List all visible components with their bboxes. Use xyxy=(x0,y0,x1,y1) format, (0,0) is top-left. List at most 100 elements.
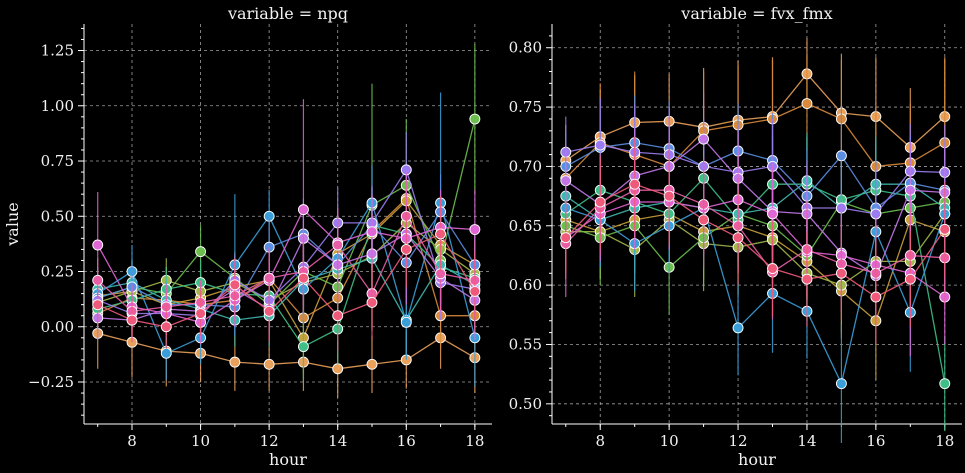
x-tick-label: 10 xyxy=(660,432,679,450)
data-point xyxy=(229,356,241,368)
data-point xyxy=(92,239,104,251)
data-point xyxy=(229,279,241,291)
data-point xyxy=(92,299,104,311)
y-tick-label: 0.00 xyxy=(41,318,74,336)
data-point xyxy=(400,316,412,328)
y-tick-label: 0.70 xyxy=(509,157,542,175)
series-line xyxy=(565,142,945,209)
data-point xyxy=(870,208,882,220)
data-point xyxy=(366,358,378,370)
data-point xyxy=(663,190,675,202)
data-point xyxy=(698,133,710,145)
series-line xyxy=(565,189,945,274)
data-point xyxy=(332,310,344,322)
series-line xyxy=(97,257,476,322)
x-axis-label: hour xyxy=(269,450,307,469)
y-tick-label: 0.55 xyxy=(509,335,542,353)
y-tick-label: 0.75 xyxy=(41,152,74,170)
series-line xyxy=(97,118,476,306)
data-point xyxy=(400,243,412,255)
data-point xyxy=(332,363,344,375)
x-tick-label: 8 xyxy=(595,432,605,450)
series-line xyxy=(97,222,476,304)
data-point xyxy=(594,196,606,208)
data-point xyxy=(560,232,572,244)
data-point xyxy=(469,224,481,235)
series-line xyxy=(97,214,476,312)
data-point xyxy=(297,204,309,216)
series-5 xyxy=(560,130,951,432)
panel-npq: 8 10 12 14 16 18 −0.25 0.00 0.25 0.50 0.75 1.00 1.25… xyxy=(3,4,492,469)
x-tick-label: 8 xyxy=(127,432,137,450)
y-tick-label: 1.25 xyxy=(41,42,74,60)
y-tick-label: 0.50 xyxy=(41,207,74,225)
series-line xyxy=(565,179,946,221)
data-point xyxy=(263,305,275,317)
data-point xyxy=(801,98,813,109)
y-tick-label: 0.60 xyxy=(509,276,542,294)
data-point xyxy=(195,308,207,319)
data-point xyxy=(732,232,744,244)
series-13 xyxy=(560,136,951,345)
x-tick-label: 16 xyxy=(397,432,416,450)
x-tick-label: 12 xyxy=(729,432,748,450)
series-line xyxy=(97,210,476,308)
series-line xyxy=(565,138,945,277)
panel-fvx-fmx: 8 10 12 14 16 18 0.50 0.55 0.60 0.65 0.70 0.75 0.80 h… xyxy=(509,4,962,469)
series-line xyxy=(97,200,476,355)
x-tick-label: 16 xyxy=(866,432,885,450)
data-point xyxy=(366,297,378,308)
y-tick-label: 0.80 xyxy=(509,39,542,57)
y-tick-label: 0.25 xyxy=(41,263,74,281)
series-line xyxy=(97,208,475,324)
x-axis-label: hour xyxy=(738,450,776,469)
data-point xyxy=(297,341,309,353)
series-line xyxy=(565,102,946,179)
y-tick-label: −0.25 xyxy=(28,373,74,391)
x-tick-label: 10 xyxy=(191,432,210,450)
y-axis-label: value xyxy=(3,202,22,246)
grid-lines xyxy=(552,24,962,424)
data-point xyxy=(939,223,951,235)
y-tick-label: 0.75 xyxy=(509,98,542,116)
data-point xyxy=(629,178,641,190)
x-tick-label: 12 xyxy=(260,432,279,450)
series-line xyxy=(97,332,476,370)
y-tick-label: 1.00 xyxy=(41,97,74,115)
series-line xyxy=(565,144,945,215)
data-point xyxy=(835,150,847,162)
grid-lines xyxy=(84,24,492,424)
data-point xyxy=(767,263,778,274)
data-point xyxy=(435,228,447,240)
x-tick-label: 14 xyxy=(797,432,816,450)
series-line xyxy=(97,224,476,348)
series-line xyxy=(97,199,476,340)
data-point xyxy=(160,347,172,359)
data-point xyxy=(469,113,481,125)
data-point xyxy=(160,321,172,333)
series-line xyxy=(565,213,946,322)
series-4 xyxy=(560,154,951,315)
data-point xyxy=(469,285,481,297)
data-point xyxy=(195,246,207,258)
panel-title: variable = npq xyxy=(227,4,348,23)
x-tick-label: 18 xyxy=(465,432,484,450)
panel-title: variable = fvx_fmx xyxy=(680,4,832,23)
data-point xyxy=(835,267,847,279)
data-point xyxy=(698,214,710,226)
series-line xyxy=(565,177,946,384)
data-point xyxy=(939,378,951,390)
y-tick-label: 0.65 xyxy=(509,217,542,235)
data-point xyxy=(835,378,847,390)
data-point xyxy=(732,322,744,334)
x-tick-label: 18 xyxy=(935,432,954,450)
series-13 xyxy=(92,196,481,352)
data-point xyxy=(297,272,309,284)
data-point xyxy=(332,239,344,251)
data-point xyxy=(904,273,916,285)
series-line xyxy=(97,168,476,317)
data-point xyxy=(594,139,606,151)
series-line xyxy=(565,183,946,298)
data-point xyxy=(366,226,378,238)
